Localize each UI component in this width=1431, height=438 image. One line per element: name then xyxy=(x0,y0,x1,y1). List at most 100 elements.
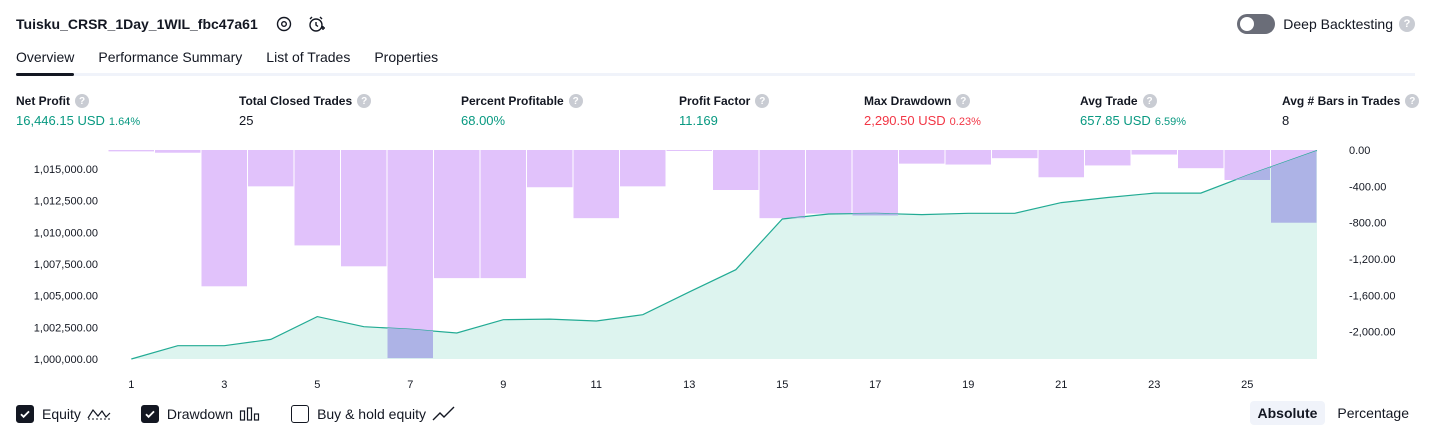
metric-label: Profit Factor xyxy=(679,94,751,108)
right-tick-label: 0.00 xyxy=(1349,145,1370,157)
info-icon[interactable]: ? xyxy=(1405,94,1420,108)
equity-line-icon xyxy=(87,406,111,422)
left-tick-label: 1,012,500.00 xyxy=(34,196,98,208)
drawdown-bar xyxy=(992,150,1038,159)
left-tick-label: 1,010,000.00 xyxy=(34,227,98,239)
left-tick-label: 1,015,000.00 xyxy=(34,164,98,176)
help-icon[interactable]: ? xyxy=(1399,16,1415,32)
drawdown-bar xyxy=(1178,150,1224,169)
metric-value: 8 xyxy=(1282,113,1290,128)
metric-value: 68.00% xyxy=(461,113,506,128)
drawdown-bar xyxy=(1131,150,1177,155)
deep-backtesting-toggle[interactable] xyxy=(1237,14,1276,34)
metric-label: Avg # Bars in Trades xyxy=(1282,94,1401,108)
buy-hold-checkbox[interactable] xyxy=(291,405,310,423)
equity-checkbox[interactable] xyxy=(16,405,34,423)
buy-hold-line-icon xyxy=(432,406,456,422)
gear-icon[interactable] xyxy=(272,12,296,36)
legend-buy-hold[interactable]: Buy & hold equity xyxy=(291,405,456,423)
metric-value: 16,446.15 USD xyxy=(16,113,105,128)
drawdown-bar xyxy=(1085,150,1131,166)
percentage-button[interactable]: Percentage xyxy=(1337,405,1409,421)
tab-properties[interactable]: Properties xyxy=(374,49,439,65)
right-tick-label: -2,000.00 xyxy=(1349,327,1395,339)
x-tick-label: 19 xyxy=(962,379,974,391)
right-tick-label: -400.00 xyxy=(1349,181,1386,193)
metric-avg-trade: Avg Trade? 657.85 USD 6.59% xyxy=(1080,93,1186,128)
metric-max-drawdown: Max Drawdown? 2,290.50 USD 0.23% xyxy=(864,93,981,128)
drawdown-bar xyxy=(387,150,433,359)
drawdown-bar xyxy=(527,150,573,188)
alarm-clock-plus-icon[interactable] xyxy=(304,12,328,36)
drawdown-bar xyxy=(1038,150,1084,178)
metric-percent-profitable: Percent Profitable? 68.00% xyxy=(461,93,583,128)
scale-toggle: Absolute Percentage xyxy=(1246,401,1418,425)
x-tick-label: 15 xyxy=(776,379,788,391)
x-axis: 1 3 5 7 9 11 13 15 17 19 21 23 25 xyxy=(128,379,1253,391)
legend-drawdown[interactable]: Drawdown xyxy=(140,405,261,423)
info-icon[interactable]: ? xyxy=(568,94,583,108)
info-icon[interactable]: ? xyxy=(755,94,770,108)
x-tick-label: 17 xyxy=(869,379,881,391)
tab-bar: Overview Performance Summary List of Tra… xyxy=(16,46,1415,76)
toggle-knob xyxy=(1240,17,1255,31)
drawdown-bar xyxy=(852,150,898,216)
equity-drawdown-chart[interactable]: 1,000,000.00 1,002,500.00 1,005,000.00 1,00… xyxy=(0,140,1431,398)
left-tick-label: 1,005,000.00 xyxy=(34,291,98,303)
x-tick-label: 11 xyxy=(591,379,602,391)
info-icon[interactable]: ? xyxy=(75,94,89,108)
metric-label: Percent Profitable xyxy=(461,94,564,108)
info-icon[interactable]: ? xyxy=(357,94,372,108)
x-tick-label: 3 xyxy=(221,379,227,391)
left-axis: 1,000,000.00 1,002,500.00 1,005,000.00 1,00… xyxy=(34,164,98,366)
drawdown-bars-icon xyxy=(239,406,261,422)
metric-label: Net Profit xyxy=(16,94,70,108)
drawdown-bar xyxy=(899,150,945,164)
metric-label: Avg Trade xyxy=(1080,94,1138,108)
info-icon[interactable]: ? xyxy=(1142,94,1157,108)
drawdown-checkbox[interactable] xyxy=(140,405,159,423)
info-icon[interactable]: ? xyxy=(956,94,971,108)
metric-avg-bars: Avg # Bars in Trades? 8 xyxy=(1282,93,1420,128)
metric-total-closed-trades: Total Closed Trades? 25 xyxy=(239,93,372,128)
right-tick-label: -800.00 xyxy=(1349,218,1386,230)
x-tick-label: 7 xyxy=(407,379,413,391)
equity-fill xyxy=(131,150,1317,359)
metric-value: 25 xyxy=(239,113,254,128)
left-tick-label: 1,007,500.00 xyxy=(34,259,98,271)
tab-list-of-trades[interactable]: List of Trades xyxy=(266,49,351,65)
left-tick-label: 1,002,500.00 xyxy=(34,322,98,334)
chart-legend: Equity Drawdown Buy & hold equity xyxy=(16,403,486,425)
metric-sub: 6.59% xyxy=(1154,116,1187,128)
metric-value: 11.169 xyxy=(679,113,718,128)
drawdown-bar xyxy=(713,150,759,190)
x-tick-label: 5 xyxy=(314,379,320,391)
x-tick-label: 21 xyxy=(1055,379,1067,391)
tab-performance-summary[interactable]: Performance Summary xyxy=(98,49,243,65)
x-tick-label: 1 xyxy=(128,379,134,391)
strategy-name: Tuisku_CRSR_1Day_1WIL_fbc47a61 xyxy=(16,16,258,32)
x-tick-label: 9 xyxy=(500,379,506,391)
metric-profit-factor: Profit Factor? 11.169 xyxy=(679,93,770,128)
metric-sub: 0.23% xyxy=(949,116,981,128)
deep-backtesting: Deep Backtesting ? xyxy=(1237,12,1415,36)
equity-line xyxy=(131,150,1318,360)
legend-drawdown-label: Drawdown xyxy=(166,406,234,422)
metric-label: Total Closed Trades xyxy=(239,94,353,108)
absolute-button[interactable]: Absolute xyxy=(1249,401,1326,425)
drawdown-bar xyxy=(434,150,480,279)
drawdown-bar xyxy=(248,150,294,187)
left-tick-label: 1,000,000.00 xyxy=(34,354,98,366)
drawdown-bar xyxy=(341,150,387,267)
drawdown-bar xyxy=(480,150,526,279)
equity-area xyxy=(131,150,1318,360)
legend-equity[interactable]: Equity xyxy=(16,405,111,423)
x-tick-label: 25 xyxy=(1241,379,1253,391)
drawdown-bar xyxy=(155,150,201,153)
tab-overview[interactable]: Overview xyxy=(16,46,75,76)
drawdown-bar xyxy=(108,150,154,152)
strategy-header: Tuisku_CRSR_1Day_1WIL_fbc47a61 xyxy=(16,12,328,36)
legend-equity-label: Equity xyxy=(42,406,81,422)
metric-net-profit: Net Profit? 16,446.15 USD 1.64% xyxy=(16,93,140,128)
deep-backtesting-label: Deep Backtesting xyxy=(1283,16,1393,32)
